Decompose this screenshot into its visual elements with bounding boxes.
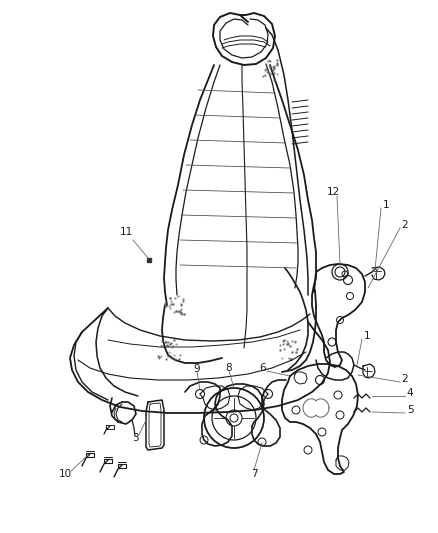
Text: 9: 9 — [194, 364, 200, 374]
Text: 12: 12 — [326, 187, 339, 197]
Text: 3: 3 — [132, 433, 138, 443]
Text: 11: 11 — [120, 227, 133, 237]
Text: 7: 7 — [251, 469, 257, 479]
Text: 6: 6 — [260, 363, 266, 373]
Text: 2: 2 — [402, 220, 408, 230]
Text: 4: 4 — [407, 388, 413, 398]
Text: 2: 2 — [402, 374, 408, 384]
Text: 10: 10 — [58, 469, 71, 479]
Text: 1: 1 — [364, 331, 370, 341]
Text: 5: 5 — [407, 405, 413, 415]
Text: 1: 1 — [383, 200, 389, 210]
Text: 8: 8 — [226, 363, 232, 373]
